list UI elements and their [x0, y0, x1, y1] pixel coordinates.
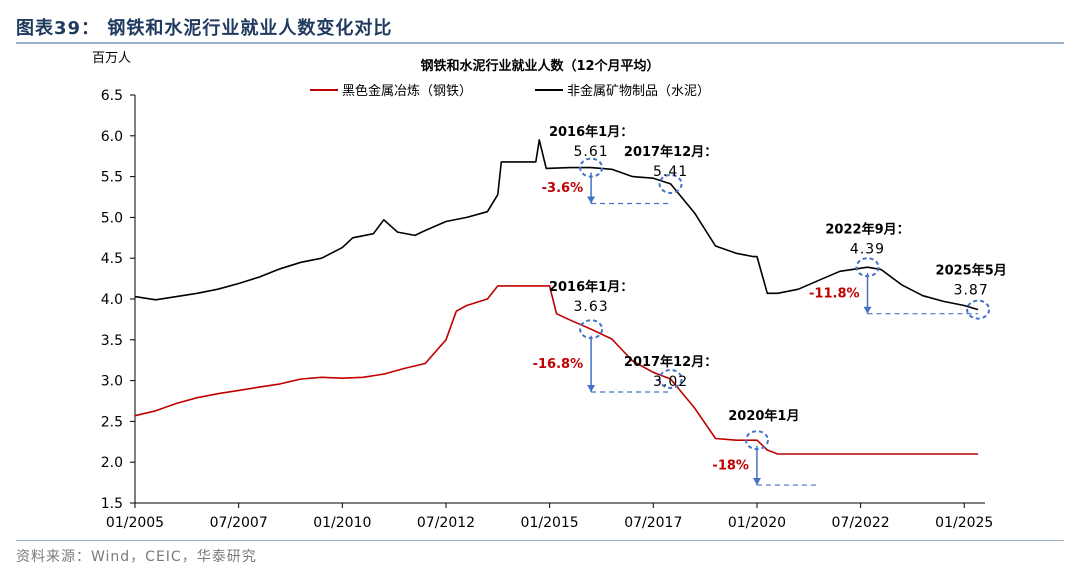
y-tick-label: 2.5 [101, 414, 123, 430]
highlight-circle [744, 430, 769, 451]
annotation-date: 2025年5月 [936, 263, 1007, 279]
drop-arrowhead [752, 478, 761, 486]
y-tick-label: 3.0 [101, 374, 123, 390]
annotation-value: 3.02 [653, 374, 688, 390]
annotation-date: 2016年1月： [549, 279, 633, 295]
series-lines [134, 139, 979, 455]
annotation-date: 2017年12月： [624, 144, 717, 160]
x-tick-label: 07/2017 [624, 515, 682, 531]
y-unit-label: 百万人 [92, 51, 131, 66]
highlight-circle [579, 157, 604, 178]
y-tick-label: 3.5 [101, 333, 123, 349]
legend-label-cement: 非金属矿物制品（水泥） [567, 83, 710, 99]
series-line-cement [134, 139, 979, 311]
highlight-circle [579, 319, 604, 340]
y-tick-label: 5.0 [101, 210, 123, 226]
drop-percent-label: -11.8% [809, 286, 860, 301]
axes: 1.5 2.0 2.5 3.0 3.5 4.0 4.5 5.0 5.5 6.0 6.5 01/2005… [101, 88, 994, 531]
title-divider [16, 42, 1064, 44]
y-tick-label: 1.5 [101, 496, 123, 512]
y-tick-label: 5.5 [101, 170, 123, 186]
legend-label-steel: 黑色金属冶炼（钢铁） [342, 83, 472, 99]
drop-percent-label: -3.6% [542, 181, 583, 196]
highlight-circle [966, 299, 991, 320]
annotation-value: 3.63 [574, 299, 609, 315]
drop-arrowhead [587, 385, 596, 393]
highlight-markers [579, 157, 991, 451]
highlight-circle [855, 257, 880, 278]
annotation-value: 5.61 [574, 144, 609, 160]
chart-title: 钢铁和水泥行业就业人数（12个月平均） [420, 58, 659, 74]
drop-arrowhead [587, 196, 596, 204]
figure-title: 图表39： 钢铁和水泥行业就业人数变化对比 [16, 18, 393, 39]
highlight-circle [658, 173, 683, 194]
y-tick-label: 6.5 [101, 88, 123, 104]
highlight-circle [658, 368, 683, 389]
y-tick-label: 4.5 [101, 251, 123, 267]
y-tick-label: 4.0 [101, 292, 123, 308]
annotation-date: 2020年1月 [728, 408, 799, 424]
annotation-value: 5.41 [653, 164, 688, 180]
x-tick-label: 07/2007 [210, 515, 268, 531]
annotation-date: 2017年12月： [624, 354, 717, 370]
drop-guides: -3.6% -11.8% -16.8% -18% [533, 172, 979, 486]
x-tick-label: 01/2020 [728, 515, 786, 531]
series-line-steel [134, 285, 979, 455]
drop-arrowhead [863, 306, 872, 314]
annotation-value: 4.39 [850, 242, 885, 258]
x-tick-label: 01/2015 [521, 515, 579, 531]
annotation-date: 2016年1月： [549, 124, 633, 140]
x-tick-label: 01/2005 [106, 515, 164, 531]
x-tick-label: 07/2012 [417, 515, 475, 531]
x-tick-label: 01/2010 [313, 515, 371, 531]
annotation-value: 3.87 [954, 283, 989, 299]
drop-percent-label: -18% [712, 458, 749, 473]
y-tick-label: 6.0 [101, 129, 123, 145]
x-tick-label: 07/2022 [832, 515, 890, 531]
footer-divider [16, 540, 1064, 541]
y-tick-label: 2.0 [101, 455, 123, 471]
value-annotations: 2016年1月： 5.61 2017年12月： 5.41 2022年9月： 4.39 202… [549, 124, 1007, 424]
legend: 黑色金属冶炼（钢铁） 非金属矿物制品（水泥） [310, 83, 710, 99]
source-note: 资料来源：Wind，CEIC，华泰研究 [16, 549, 257, 565]
employment-line-chart: 百万人 钢铁和水泥行业就业人数（12个月平均） 黑色金属冶炼（钢铁） 非金属矿物… [92, 51, 1007, 531]
annotation-date: 2022年9月： [825, 222, 909, 238]
x-tick-label: 01/2025 [935, 515, 993, 531]
drop-percent-label: -16.8% [533, 357, 584, 372]
